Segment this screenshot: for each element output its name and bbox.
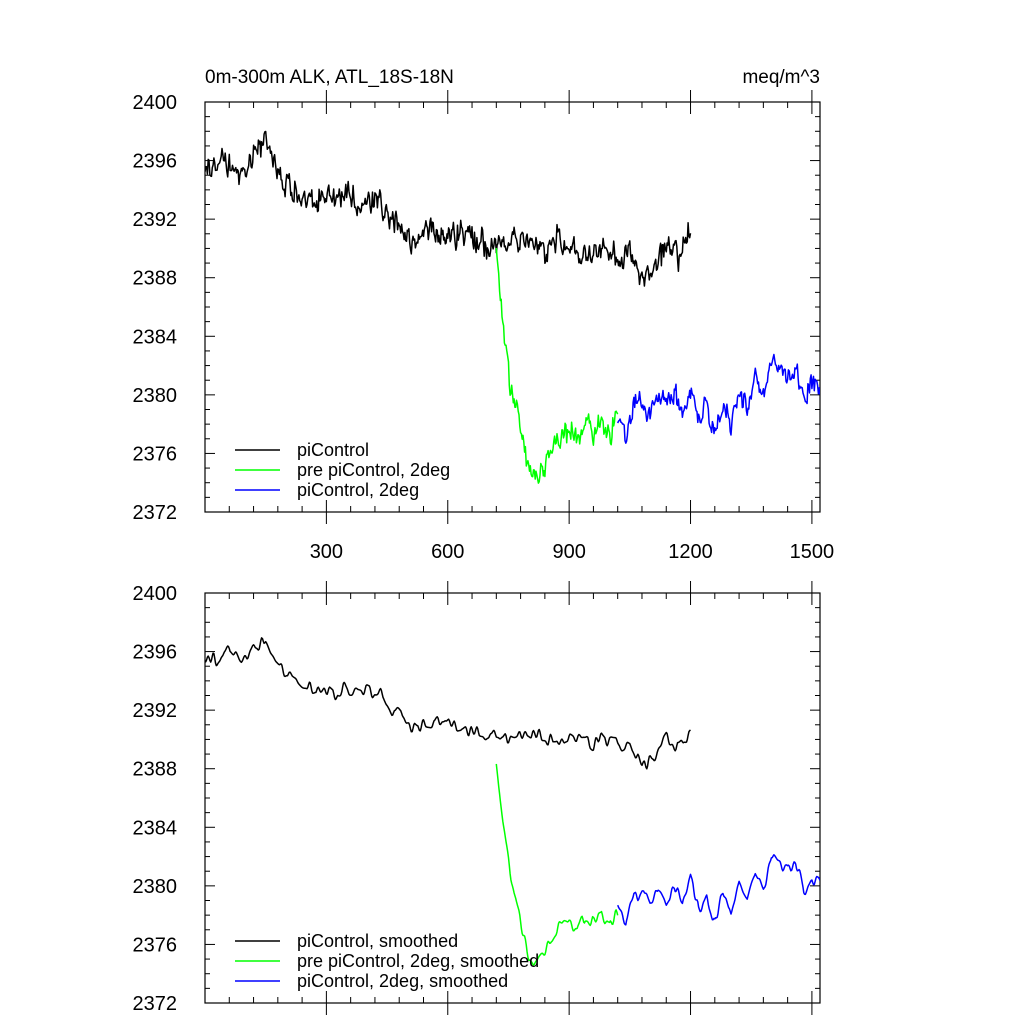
series-line-3 [617, 854, 820, 926]
legend-label: pre piControl, 2deg, smoothed [297, 951, 539, 971]
y-tick-label: 2400 [133, 92, 178, 114]
y-tick-label: 2396 [133, 151, 178, 173]
legend-label: piControl, 2deg, smoothed [297, 971, 508, 991]
legend-label: pre piControl, 2deg [297, 460, 450, 480]
chart-title: 0m-300m ALK, ATL_18S-18N [205, 67, 454, 88]
x-tick-label: 1200 [668, 541, 713, 563]
series-line-2 [495, 763, 619, 966]
y-tick-label: 2376 [133, 934, 178, 956]
legend-label: piControl [297, 440, 369, 460]
chart-units: meq/m^3 [742, 67, 820, 88]
series-line-3 [617, 353, 820, 444]
y-tick-label: 2372 [133, 502, 178, 524]
y-tick-label: 2388 [133, 759, 178, 781]
series-line-1 [205, 130, 692, 287]
plot-area [205, 130, 820, 484]
legend-label: piControl, smoothed [297, 931, 458, 951]
x-tick-label: 600 [431, 541, 464, 563]
y-tick-label: 2380 [133, 876, 178, 898]
y-tick-label: 2392 [133, 700, 178, 722]
y-tick-label: 2384 [133, 817, 178, 839]
x-tick-label: 900 [552, 541, 585, 563]
y-tick-label: 2388 [133, 268, 178, 290]
plot-area [205, 637, 820, 966]
series-line-2 [495, 247, 619, 484]
y-tick-label: 2392 [133, 209, 178, 231]
legend-label: piControl, 2deg [297, 480, 419, 500]
y-tick-label: 2384 [133, 326, 178, 348]
y-tick-label: 2380 [133, 385, 178, 407]
series-line-1 [205, 637, 691, 770]
panel-bottom: 2372 2376 2380 2384 2388 2392 2396 2400 piContro… [133, 581, 821, 1015]
y-tick-label: 2396 [133, 642, 178, 664]
x-tick-label: 1500 [790, 541, 835, 563]
y-tick-label: 2376 [133, 443, 178, 465]
y-tick-label: 2400 [133, 583, 178, 605]
x-tick-label: 300 [310, 541, 343, 563]
y-tick-label: 2372 [133, 993, 178, 1015]
panel-top: 2372 2376 2380 2384 2388 2392 2396 2400 300 600 90… [133, 67, 835, 563]
